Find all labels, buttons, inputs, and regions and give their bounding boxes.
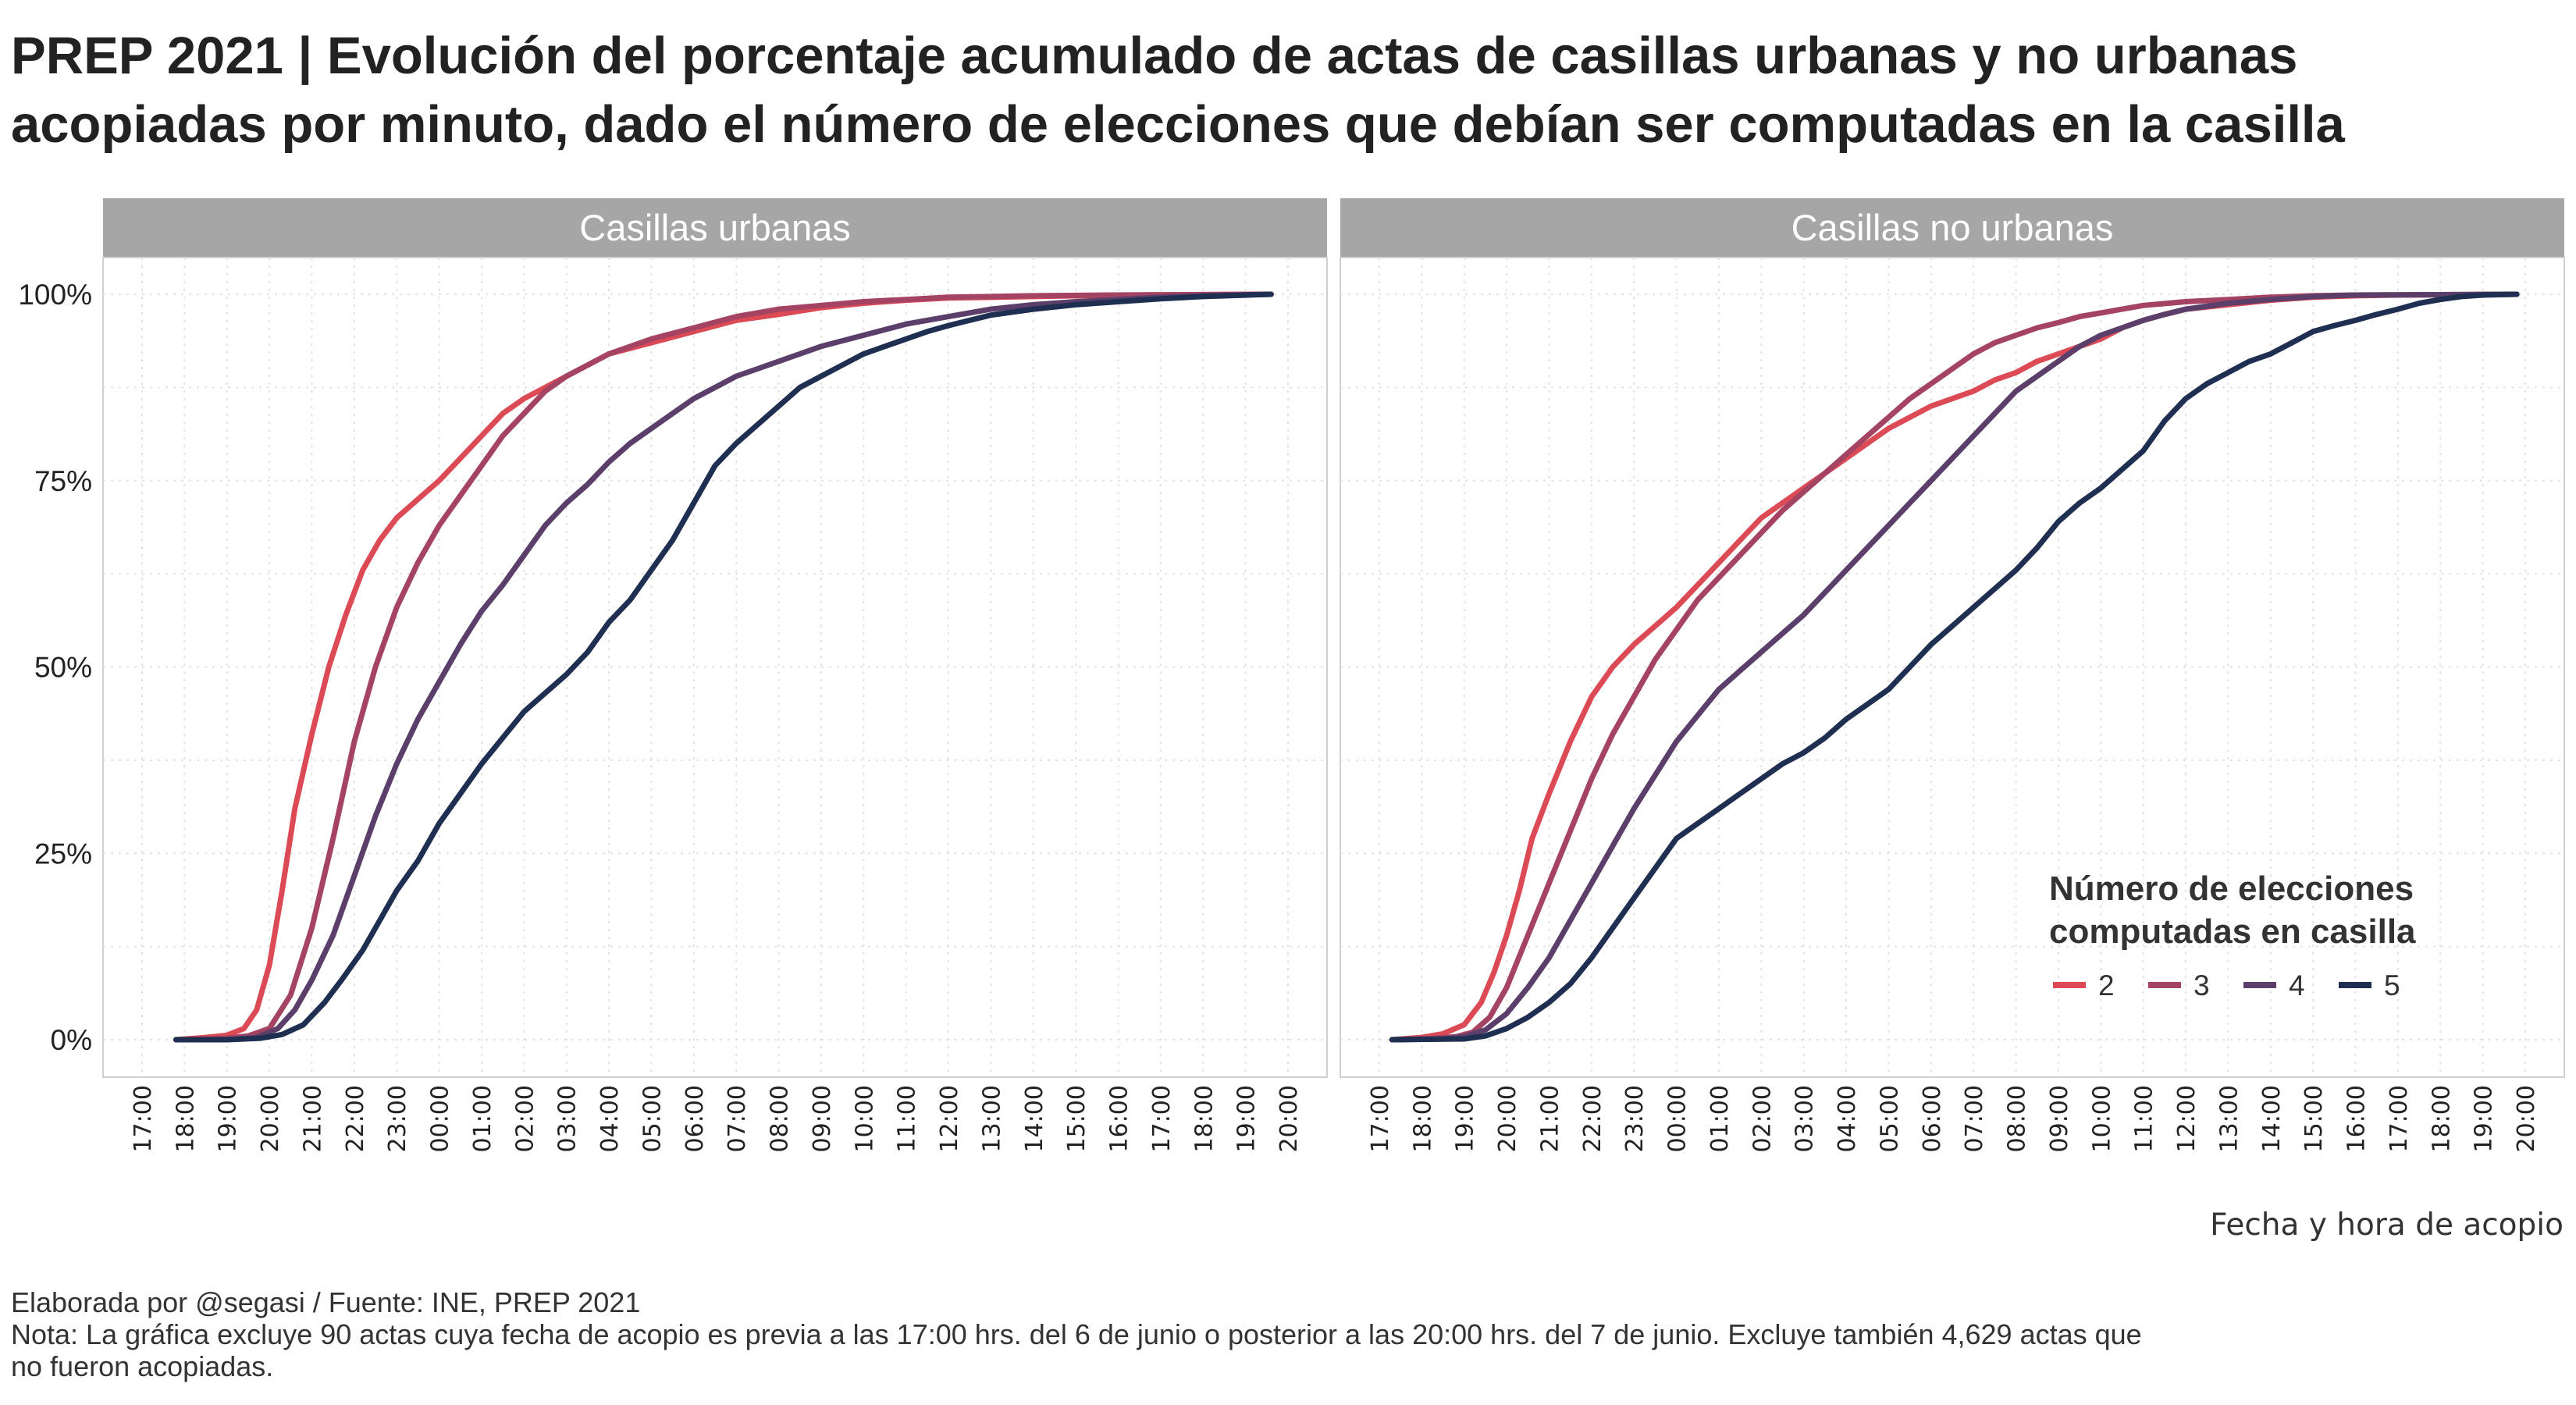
x-tick-label: 23:00	[384, 1085, 411, 1152]
x-tick-label: 17:00	[1148, 1085, 1176, 1152]
legend: Número de elecciones computadas en casil…	[2049, 870, 2416, 1001]
x-tick-label: 01:00	[1706, 1085, 1734, 1152]
x-tick-label: 17:00	[2386, 1085, 2413, 1152]
x-tick-label: 02:00	[511, 1085, 539, 1152]
series-line-5	[1389, 291, 2520, 1043]
series-line-4	[1389, 291, 2520, 1043]
x-tick-label: 03:00	[554, 1085, 582, 1152]
panel-strip-label: Casillas urbanas	[579, 207, 850, 248]
legend-title-line-1: Número de elecciones	[2049, 870, 2414, 908]
x-tick-label: 18:00	[172, 1085, 199, 1152]
title-line-2: acopiadas por minuto, dado el número de …	[11, 95, 2345, 154]
x-tick-label: 11:00	[2131, 1085, 2158, 1152]
x-tick-label: 12:00	[2173, 1085, 2201, 1152]
x-tick-label: 20:00	[2513, 1085, 2540, 1152]
x-tick-label: 13:00	[2215, 1085, 2243, 1152]
footer-note-line-1: Nota: La gráfica excluye 90 actas cuya f…	[11, 1318, 2142, 1350]
x-tick-label: 17:00	[130, 1085, 157, 1152]
x-tick-label: 18:00	[1190, 1085, 1218, 1152]
x-tick-label: 08:00	[767, 1085, 794, 1152]
x-tick-label: 00:00	[1664, 1085, 1692, 1152]
x-tick-label: 10:00	[2088, 1085, 2115, 1152]
x-tick-label: 10:00	[851, 1085, 878, 1152]
series-line-3	[173, 291, 1274, 1043]
x-tick-label: 19:00	[1452, 1085, 1479, 1152]
x-tick-label: 14:00	[2258, 1085, 2286, 1152]
legend-title-line-2: computadas en casilla	[2049, 912, 2416, 951]
panel-strip	[103, 198, 1327, 258]
title-line-1: PREP 2021 | Evolución del porcentaje acu…	[11, 27, 2298, 85]
y-tick-label: 75%	[34, 465, 92, 497]
x-tick-label: 18:00	[2428, 1085, 2455, 1152]
x-tick-label: 06:00	[1919, 1085, 1946, 1152]
x-tick-label: 03:00	[1791, 1085, 1819, 1152]
x-tick-label: 15:00	[1063, 1085, 1091, 1152]
x-axis-title: Fecha y hora de acopio	[2210, 1208, 2564, 1243]
panels-layer: Casillas urbanas 0% 25% 50% 75% 100% 17:00 18:0…	[18, 198, 2565, 1152]
legend-label-4: 4	[2289, 969, 2305, 1001]
x-tick-label: 07:00	[724, 1085, 751, 1152]
x-tick-label: 16:00	[1106, 1085, 1133, 1152]
series-line-5	[173, 291, 1274, 1043]
y-tick-label: 50%	[34, 652, 92, 684]
x-tick-label: 21:00	[1536, 1085, 1564, 1152]
x-tick-label: 21:00	[299, 1085, 326, 1152]
panel-strip-label: Casillas no urbanas	[1791, 207, 2114, 248]
x-tick-label: 22:00	[342, 1085, 369, 1152]
legend-label-5: 5	[2384, 969, 2400, 1001]
x-tick-label: 20:00	[1494, 1085, 1521, 1152]
footer: Elaborada por @segasi / Fuente: INE, PRE…	[11, 1286, 2548, 1382]
x-tick-label: 08:00	[2004, 1085, 2031, 1152]
x-tick-label: 23:00	[1621, 1085, 1649, 1152]
x-tick-label: 12:00	[936, 1085, 963, 1152]
legend-label-2: 2	[2098, 969, 2115, 1001]
x-tick-label: 07:00	[1961, 1085, 1988, 1152]
x-tick-label: 09:00	[2046, 1085, 2073, 1152]
panel-2: Casillas no urbanas 17:00 18:00 19:00 20:00 2…	[1340, 198, 2565, 1152]
x-tick-label: 14:00	[1021, 1085, 1048, 1152]
x-tick-label: 05:00	[1876, 1085, 1903, 1152]
x-tick-label: 13:00	[978, 1085, 1005, 1152]
x-tick-label: 05:00	[639, 1085, 666, 1152]
x-tick-label: 11:00	[894, 1085, 921, 1152]
x-tick-label: 09:00	[809, 1085, 836, 1152]
x-tick-label: 00:00	[427, 1085, 454, 1152]
x-tick-label: 04:00	[596, 1085, 624, 1152]
x-tick-label: 19:00	[1233, 1085, 1261, 1152]
x-tick-label: 02:00	[1749, 1085, 1776, 1152]
footer-credit: Elaborada por @segasi / Fuente: INE, PRE…	[11, 1286, 641, 1318]
panel-1: Casillas urbanas 0% 25% 50% 75% 100% 17:00 18:0…	[18, 198, 1328, 1152]
y-tick-label: 100%	[18, 279, 92, 311]
legend-label-3: 3	[2194, 969, 2210, 1001]
series-line-4	[173, 291, 1274, 1043]
x-tick-label: 18:00	[1409, 1085, 1436, 1152]
footer-note-line-2: no fueron acopiadas.	[11, 1350, 274, 1382]
y-tick-label: 0%	[51, 1024, 92, 1056]
chart-area: Casillas urbanas 0% 25% 50% 75% 100% 17:00 18:0…	[18, 198, 2565, 1243]
x-tick-label: 20:00	[1276, 1085, 1303, 1152]
chart-title: PREP 2021 | Evolución del porcentaje acu…	[11, 22, 2564, 159]
x-tick-label: 17:00	[1367, 1085, 1394, 1152]
series-line-2	[173, 291, 1274, 1043]
y-tick-label: 25%	[34, 838, 92, 870]
x-tick-label: 20:00	[257, 1085, 284, 1152]
x-tick-label: 06:00	[681, 1085, 709, 1152]
x-tick-label: 22:00	[1579, 1085, 1606, 1152]
x-tick-label: 16:00	[2343, 1085, 2371, 1152]
panel-strip	[1340, 198, 2564, 258]
x-tick-label: 15:00	[2300, 1085, 2328, 1152]
series-line-3	[1389, 291, 2520, 1043]
x-tick-label: 19:00	[2471, 1085, 2498, 1152]
x-tick-label: 19:00	[215, 1085, 242, 1152]
x-tick-label: 01:00	[469, 1085, 496, 1152]
x-tick-label: 04:00	[1834, 1085, 1861, 1152]
